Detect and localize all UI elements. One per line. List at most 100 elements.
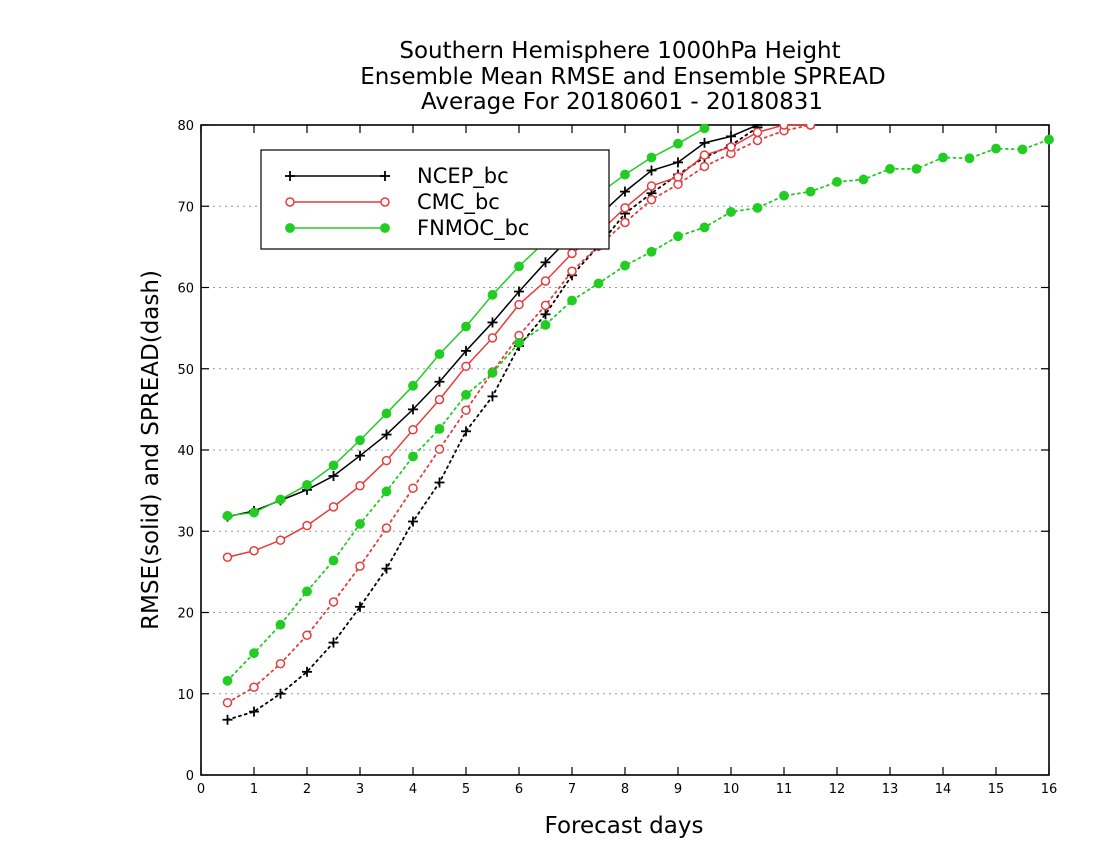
spread-point-fnmoc-bc bbox=[461, 389, 471, 400]
rmse-point-fnmoc-bc bbox=[328, 460, 339, 471]
rmse-point-fnmoc-bc bbox=[620, 169, 630, 180]
x-tick-label: 7 bbox=[568, 782, 576, 797]
title-line-1: Southern Hemisphere 1000hPa Height bbox=[399, 38, 840, 64]
spread-point-fnmoc-bc bbox=[699, 222, 710, 233]
x-tick-label: 4 bbox=[409, 782, 417, 797]
spread-point-fnmoc-bc bbox=[567, 295, 577, 306]
legend-item-fnmoc-bc: FNMOC_bc bbox=[285, 216, 529, 241]
spread-line-cmc-bc bbox=[226, 124, 812, 704]
rmse-point-fnmoc-bc bbox=[275, 494, 286, 505]
spread-point-fnmoc-bc bbox=[673, 231, 683, 242]
spread-point-fnmoc-bc bbox=[620, 260, 630, 271]
rmse-point-cmc-bc bbox=[540, 276, 551, 286]
rmse-point-cmc-bc bbox=[249, 546, 259, 556]
spread-point-fnmoc-bc bbox=[964, 153, 975, 164]
legend-box bbox=[260, 149, 610, 250]
y-tick-label: 70 bbox=[177, 200, 194, 215]
spread-point-fnmoc-bc bbox=[805, 186, 816, 197]
rmse-point-ncep-bc bbox=[355, 450, 365, 461]
spread-point-cmc-bc bbox=[567, 266, 577, 276]
rmse-point-cmc-bc bbox=[514, 299, 524, 310]
x-tick-label: 14 bbox=[935, 782, 952, 797]
rmse-point-cmc-bc bbox=[567, 248, 577, 259]
spread-point-fnmoc-bc bbox=[355, 519, 365, 529]
spread-point-ncep-bc bbox=[275, 688, 286, 699]
rmse-point-cmc-bc bbox=[752, 127, 763, 138]
spread-point-fnmoc-bc bbox=[408, 451, 418, 462]
rmse-point-ncep-bc bbox=[328, 471, 339, 481]
rmse-point-fnmoc-bc bbox=[646, 152, 657, 163]
spread-point-cmc-bc bbox=[328, 597, 339, 607]
rmse-point-fnmoc-bc bbox=[514, 261, 524, 272]
spread-point-cmc-bc bbox=[222, 697, 233, 708]
rmse-point-fnmoc-bc bbox=[249, 507, 259, 518]
x-tick-label: 12 bbox=[829, 782, 846, 797]
rmse-point-ncep-bc bbox=[461, 345, 471, 356]
x-tick-label: 6 bbox=[515, 782, 523, 797]
y-tick-label: 10 bbox=[177, 688, 194, 703]
spread-point-fnmoc-bc bbox=[275, 619, 286, 630]
rmse-point-ncep-bc bbox=[434, 376, 445, 387]
rmse-point-cmc-bc bbox=[434, 394, 445, 405]
axes: 0 1 2 3 4 5 6 7 8 9 10 11 12 13 14 15 160102030405060708… bbox=[177, 119, 1057, 797]
rmse-point-cmc-bc bbox=[222, 552, 233, 562]
rmse-point-cmc-bc bbox=[355, 481, 365, 491]
rmse-point-fnmoc-bc bbox=[408, 380, 418, 391]
rmse-point-ncep-bc bbox=[540, 257, 551, 268]
spread-point-ncep-bc bbox=[328, 637, 339, 648]
spread-point-ncep-bc bbox=[434, 477, 445, 488]
x-tick-label: 16 bbox=[1041, 782, 1058, 797]
x-tick-label: 9 bbox=[674, 782, 682, 797]
legend-item-cmc-bc: CMC_bc bbox=[285, 190, 500, 215]
title-line-2: Ensemble Mean RMSE and Ensemble SPREAD bbox=[360, 64, 885, 90]
spread-point-ncep-bc bbox=[355, 601, 365, 612]
legend-marker bbox=[380, 223, 390, 233]
spread-point-ncep-bc bbox=[249, 706, 259, 717]
y-tick-label: 60 bbox=[177, 282, 194, 297]
x-tick-label: 3 bbox=[356, 782, 364, 797]
spread-point-cmc-bc bbox=[408, 483, 418, 493]
series-ncep-bc bbox=[222, 124, 763, 725]
spread-point-fnmoc-bc bbox=[222, 675, 233, 686]
rmse-point-cmc-bc bbox=[726, 142, 736, 152]
rmse-point-cmc-bc bbox=[779, 124, 789, 130]
x-tick-label: 0 bbox=[197, 782, 205, 797]
rmse-point-fnmoc-bc bbox=[222, 510, 233, 521]
rmse-point-cmc-bc bbox=[302, 520, 312, 531]
spread-point-fnmoc-bc bbox=[434, 423, 445, 434]
x-tick-label: 10 bbox=[723, 782, 740, 797]
x-tick-label: 2 bbox=[303, 782, 311, 797]
spread-point-fnmoc-bc bbox=[302, 586, 312, 597]
y-tick-label: 0 bbox=[186, 769, 194, 784]
spread-point-fnmoc-bc bbox=[911, 163, 922, 174]
rmse-point-cmc-bc bbox=[487, 333, 498, 343]
spread-point-fnmoc-bc bbox=[885, 163, 895, 174]
spread-point-fnmoc-bc bbox=[832, 176, 842, 187]
spread-point-cmc-bc bbox=[699, 161, 710, 172]
rmse-point-fnmoc-bc bbox=[381, 408, 392, 419]
spread-point-fnmoc-bc bbox=[726, 207, 736, 217]
spread-point-fnmoc-bc bbox=[593, 278, 604, 289]
spread-point-ncep-bc bbox=[381, 563, 392, 574]
spread-point-cmc-bc bbox=[355, 561, 365, 571]
rmse-point-fnmoc-bc bbox=[487, 289, 498, 300]
spread-point-fnmoc-bc bbox=[487, 367, 498, 378]
spread-point-ncep-bc bbox=[540, 309, 551, 320]
legend-marker bbox=[285, 197, 295, 207]
rmse-point-cmc-bc bbox=[328, 502, 339, 512]
rmse-point-cmc-bc bbox=[275, 535, 286, 545]
rmse-point-ncep-bc bbox=[726, 131, 736, 142]
spread-point-cmc-bc bbox=[461, 405, 471, 415]
chart-title: Southern Hemisphere 1000hPa Height Ensem… bbox=[360, 38, 885, 115]
spread-point-fnmoc-bc bbox=[328, 555, 339, 566]
rmse-point-ncep-bc bbox=[408, 404, 418, 415]
y-tick-label: 40 bbox=[177, 444, 194, 459]
spread-point-cmc-bc bbox=[620, 217, 630, 228]
x-axis-title: Forecast days bbox=[545, 813, 704, 839]
rmse-point-fnmoc-bc bbox=[434, 349, 445, 360]
legend-marker bbox=[380, 171, 390, 181]
spread-point-cmc-bc bbox=[646, 195, 657, 205]
legend-marker bbox=[285, 171, 295, 181]
spread-point-ncep-bc bbox=[461, 426, 471, 437]
